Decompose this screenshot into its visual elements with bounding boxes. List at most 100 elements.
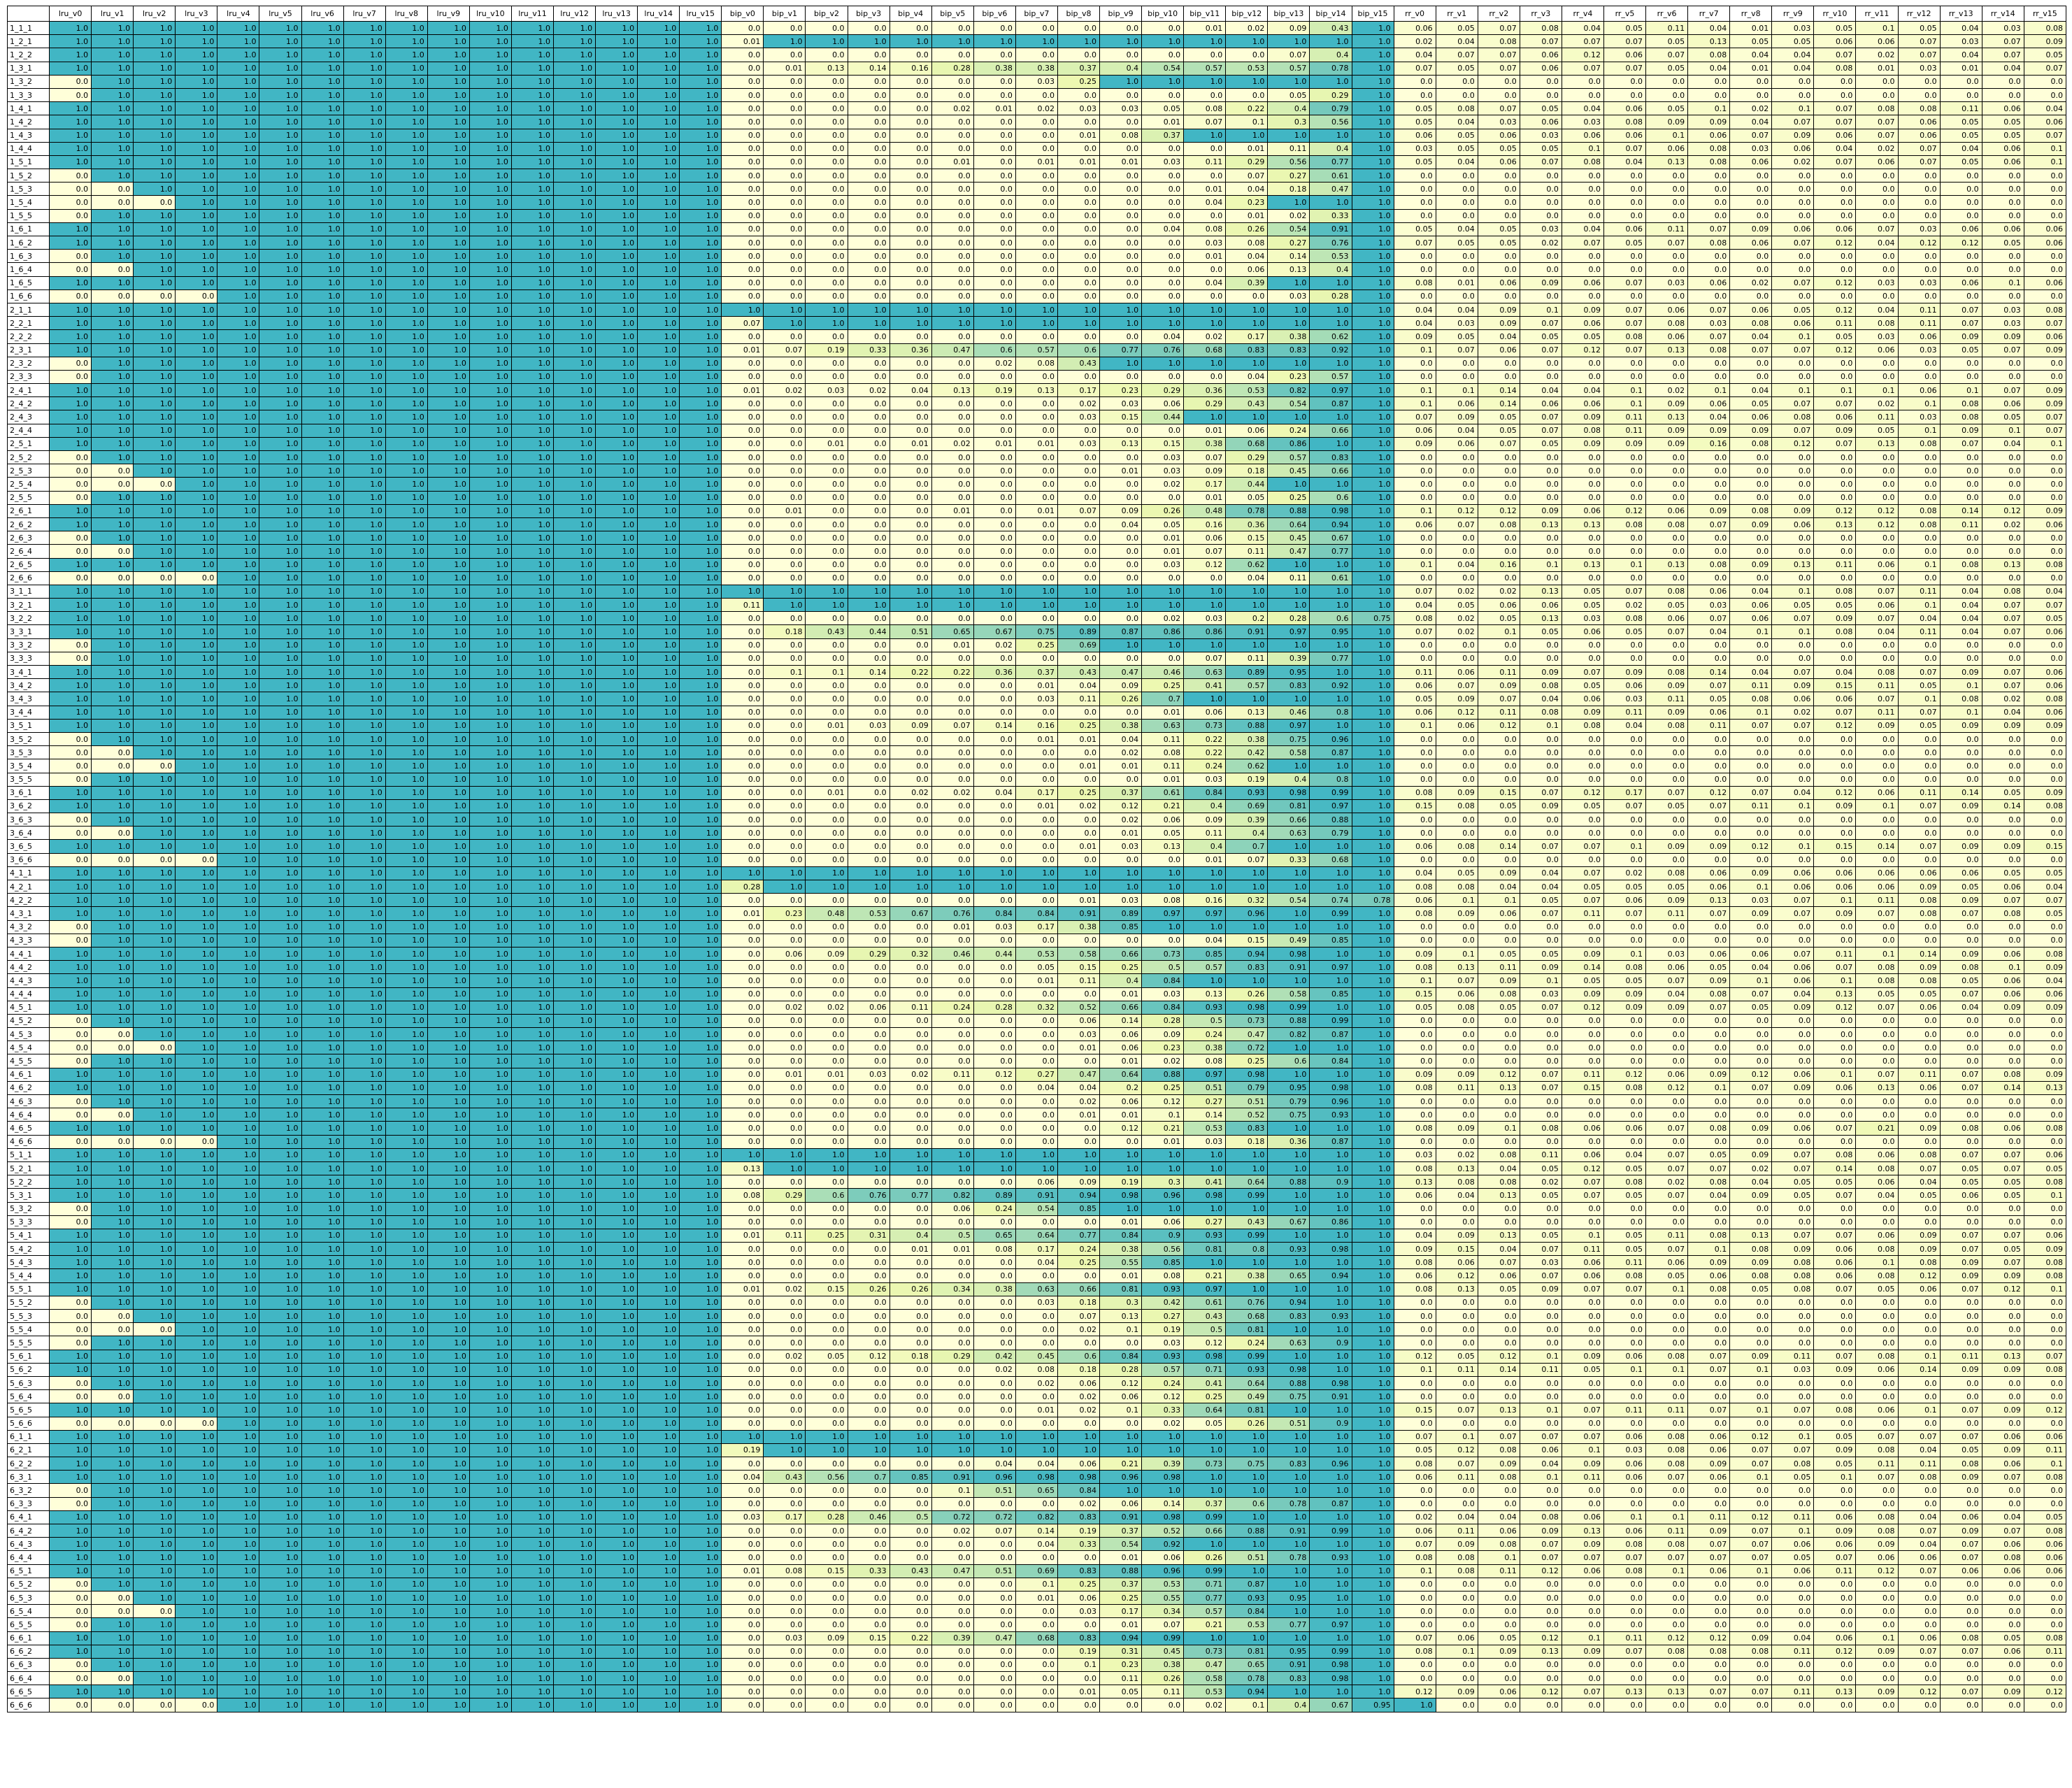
heatmap-cell: 0.0 [1939, 571, 1982, 585]
heatmap-cell: 0.13 [1561, 557, 1604, 572]
heatmap-cell: 0.41 [1183, 678, 1227, 693]
heatmap-cell: 1.0 [427, 464, 470, 478]
heatmap-cell: 1.0 [343, 343, 386, 357]
heatmap-cell: 0.37 [1099, 785, 1143, 800]
heatmap-cell: 0.0 [763, 893, 806, 908]
heatmap-cell: 0.0 [1729, 1027, 1773, 1042]
heatmap-cell: 1.0 [510, 477, 555, 492]
heatmap-cell: 0.07 [1267, 48, 1310, 62]
heatmap-cell: 1.0 [343, 611, 386, 626]
heatmap-cell: 1.0 [301, 155, 344, 170]
table-row: 4_4_3 1.0 1.0 1.0 1.0 1.0 1.0 1.0 1.0 1.0 1.0 1.0 1.… [6, 973, 2067, 988]
heatmap-cell: 0.1 [1603, 383, 1647, 398]
heatmap-cell: 1.0 [637, 302, 680, 317]
heatmap-cell: 0.0 [1519, 289, 1562, 303]
row-label: 2_5_3 [6, 464, 50, 478]
column-header: bip_v6 [973, 6, 1016, 22]
heatmap-cell: 0.0 [931, 933, 974, 947]
heatmap-cell: 1.0 [889, 316, 932, 331]
heatmap-cell: 1.0 [1225, 598, 1269, 613]
heatmap-cell: 0.0 [1771, 464, 1815, 478]
heatmap-cell: 0.02 [1267, 208, 1310, 223]
heatmap-cell: 0.03 [1141, 464, 1185, 478]
heatmap-cell: 1.0 [763, 302, 806, 317]
heatmap-cell: 0.0 [1897, 1215, 1941, 1229]
heatmap-cell: 1.0 [469, 1054, 512, 1068]
heatmap-cell: 0.03 [1099, 839, 1143, 854]
heatmap-cell: 0.0 [1561, 249, 1604, 264]
heatmap-cell: 0.07 [1603, 1282, 1647, 1296]
heatmap-cell: 0.07 [1603, 799, 1647, 814]
heatmap-cell: 0.0 [1435, 249, 1478, 264]
heatmap-cell: 0.08 [1687, 1228, 1731, 1243]
heatmap-cell: 0.09 [2023, 1000, 2067, 1015]
heatmap-cell: 0.0 [1687, 477, 1731, 492]
heatmap-cell: 1.0 [637, 87, 680, 103]
heatmap-cell: 1.0 [637, 772, 680, 787]
heatmap-cell: 0.07 [1939, 987, 1982, 1001]
heatmap-cell: 1.0 [510, 1295, 555, 1310]
table-row: 3_6_1 1.0 1.0 1.0 1.0 1.0 1.0 1.0 1.0 1.0 1.0 1.0 1.… [6, 785, 2067, 800]
heatmap-cell: 1.0 [175, 20, 218, 36]
heatmap-cell: 0.0 [721, 1027, 764, 1042]
heatmap-cell: 0.22 [1183, 731, 1227, 747]
heatmap-cell: 1.0 [217, 1322, 260, 1337]
heatmap-cell: 0.64 [1225, 1175, 1269, 1189]
heatmap-cell: 0.93 [1225, 785, 1269, 800]
heatmap-cell: 1.0 [510, 383, 555, 398]
heatmap-cell: 1.0 [637, 611, 680, 626]
heatmap-cell: 1.0 [595, 249, 638, 264]
table-row: 4_6_4 0.0 0.0 1.0 1.0 1.0 1.0 1.0 1.0 1.0 1.0 1.0 1.… [6, 1108, 2067, 1122]
heatmap-cell: 1.0 [1351, 731, 1394, 747]
heatmap-cell: 0.0 [721, 638, 764, 652]
heatmap-cell: 0.0 [1099, 276, 1143, 290]
heatmap-cell: 0.02 [1981, 517, 2024, 532]
heatmap-cell: 1.0 [469, 544, 512, 559]
heatmap-cell: 0.88 [1225, 718, 1269, 733]
heatmap-cell: 0.0 [1057, 87, 1101, 103]
heatmap-cell: 0.0 [805, 826, 848, 841]
heatmap-cell: 0.0 [1687, 289, 1731, 303]
heatmap-cell: 1.0 [133, 383, 176, 398]
heatmap-cell: 0.13 [1981, 557, 2024, 572]
heatmap-cell: 0.0 [1813, 933, 1857, 947]
heatmap-cell: 1.0 [301, 262, 344, 277]
heatmap-cell: 1.0 [301, 1067, 344, 1082]
heatmap-cell: 0.0 [1813, 731, 1857, 747]
heatmap-cell: 0.08 [1939, 410, 1982, 424]
heatmap-cell: 0.09 [889, 718, 932, 733]
heatmap-cell: 0.13 [1435, 1282, 1478, 1296]
heatmap-cell: 0.05 [1561, 584, 1604, 599]
heatmap-cell: 0.0 [91, 195, 134, 210]
heatmap-cell: 0.06 [1855, 1175, 1899, 1189]
heatmap-cell: 0.0 [1603, 638, 1647, 652]
heatmap-cell: 0.0 [1729, 1134, 1773, 1149]
heatmap-cell: 0.08 [1645, 584, 1689, 599]
heatmap-cell: 0.09 [1897, 1121, 1941, 1136]
heatmap-cell: 0.51 [889, 624, 932, 639]
heatmap-cell: 0.04 [1897, 611, 1941, 626]
heatmap-cell: 1.0 [343, 490, 386, 505]
heatmap-cell: 1.0 [301, 115, 344, 129]
heatmap-cell: 1.0 [1225, 692, 1269, 706]
heatmap-cell: 0.0 [1477, 1295, 1520, 1310]
row-label: 2_5_5 [6, 490, 50, 505]
heatmap-cell: 1.0 [595, 1094, 638, 1109]
heatmap-cell: 0.6 [1057, 343, 1101, 357]
column-header: bip_v9 [1099, 6, 1143, 22]
heatmap-cell: 1.0 [510, 611, 555, 626]
heatmap-cell: 1.0 [301, 289, 344, 303]
heatmap-cell: 0.05 [1687, 1147, 1731, 1162]
heatmap-cell: 1.0 [679, 208, 722, 223]
heatmap-cell: 0.0 [1519, 852, 1562, 867]
row-label: 3_2_2 [6, 611, 50, 626]
heatmap-cell: 0.0 [1477, 1215, 1520, 1229]
heatmap-cell: 0.08 [1015, 356, 1058, 371]
heatmap-cell: 1.0 [301, 1295, 344, 1310]
heatmap-cell: 1.0 [385, 208, 428, 223]
heatmap-cell: 1.0 [217, 195, 260, 210]
heatmap-cell: 1.0 [1057, 598, 1101, 613]
row-label: 1_6_3 [6, 249, 50, 264]
heatmap-cell: 1.0 [217, 1255, 260, 1270]
heatmap-cell: 0.0 [1645, 1322, 1689, 1337]
